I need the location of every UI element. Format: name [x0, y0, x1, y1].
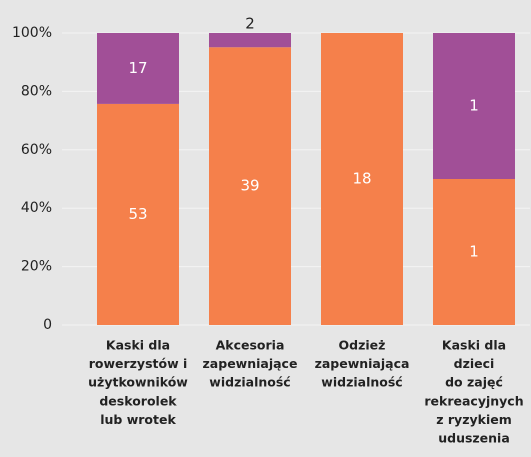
value-label: 17: [128, 59, 147, 77]
bar-segment: [97, 103, 179, 326]
y-tick-label: 80%: [21, 83, 52, 99]
x-tick-label: użytkowników: [88, 375, 188, 390]
bar-segment: [433, 179, 515, 325]
x-tick-label: Akcesoria: [216, 338, 285, 353]
bar-segment: [97, 33, 179, 104]
y-tick-label: 40%: [21, 200, 52, 216]
value-label: 2: [245, 15, 255, 33]
value-label: 18: [352, 170, 371, 188]
value-label: 39: [240, 177, 259, 195]
x-tick-label: Kaski dla: [106, 338, 170, 353]
x-tick-label: widzialność: [209, 375, 290, 390]
x-tick-label: rekreacyjnych: [424, 393, 523, 408]
x-tick-label: dzieci: [454, 356, 495, 371]
value-label: 1: [469, 97, 479, 115]
bar-segment: [433, 33, 515, 179]
x-tick-label: lub wrotek: [100, 412, 176, 427]
bar-segment: [209, 33, 291, 48]
x-tick-label: rowerzystów i: [89, 356, 188, 371]
x-tick-label: deskorolek: [99, 393, 177, 408]
x-tick-label: widzialność: [321, 375, 402, 390]
x-tick-label: Odzież: [339, 338, 386, 353]
x-tick-label: zapewniająca: [315, 356, 410, 371]
x-tick-label: do zajęć: [445, 375, 503, 390]
y-tick-label: 0: [43, 317, 52, 333]
bar-segment: [209, 47, 291, 326]
x-tick-label: Kaski dla: [442, 338, 506, 353]
value-label: 1: [469, 243, 479, 261]
x-tick-label: z ryzykiem: [436, 412, 511, 427]
y-tick-label: 100%: [12, 25, 52, 41]
x-tick-label: zapewniające: [203, 356, 298, 371]
x-tick-label: uduszenia: [438, 431, 510, 446]
value-label: 53: [128, 205, 147, 223]
bar-segment: [321, 33, 403, 325]
y-tick-label: 60%: [21, 142, 52, 158]
y-tick-label: 20%: [21, 259, 52, 275]
